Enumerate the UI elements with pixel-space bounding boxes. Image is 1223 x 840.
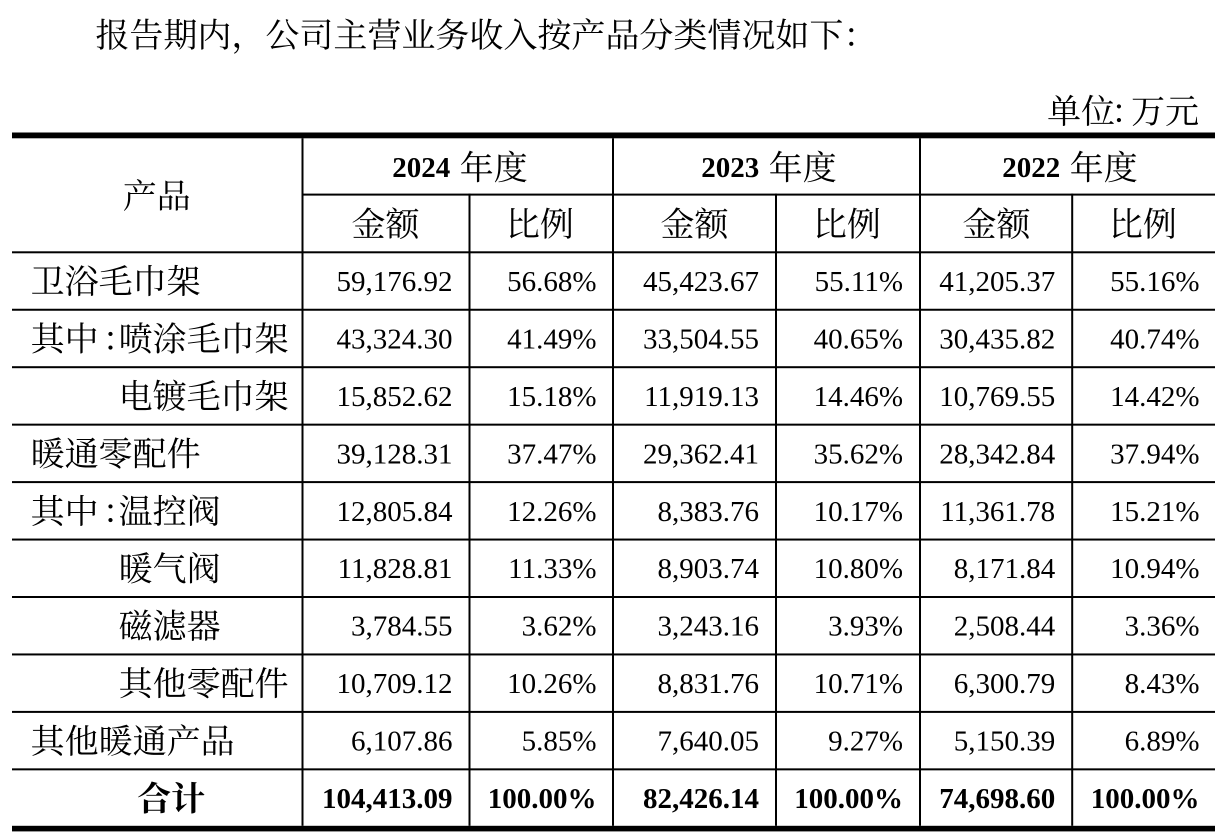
svg-text:10,709.12: 10,709.12 — [337, 668, 453, 700]
svg-text:104,413.09: 104,413.09 — [322, 783, 453, 815]
svg-text:37.47%: 37.47% — [507, 438, 596, 470]
svg-text:40.74%: 40.74% — [1110, 323, 1199, 355]
svg-text:2024: 2024 — [392, 152, 450, 184]
svg-text:28,342.84: 28,342.84 — [939, 438, 1056, 470]
svg-text:3,243.16: 3,243.16 — [658, 611, 760, 643]
svg-text:56.68%: 56.68% — [507, 266, 596, 298]
svg-text:10.80%: 10.80% — [814, 553, 903, 585]
svg-text:100.00%: 100.00% — [794, 783, 903, 815]
svg-text:41.49%: 41.49% — [507, 323, 596, 355]
svg-text:3.36%: 3.36% — [1125, 611, 1200, 643]
svg-text:35.62%: 35.62% — [814, 438, 903, 470]
svg-text:14.46%: 14.46% — [814, 381, 903, 413]
svg-text:33,504.55: 33,504.55 — [643, 323, 759, 355]
svg-text:3.62%: 3.62% — [522, 611, 597, 643]
svg-text:8,383.76: 8,383.76 — [658, 496, 760, 528]
svg-text:45,423.67: 45,423.67 — [643, 266, 759, 298]
svg-text:2023: 2023 — [701, 152, 759, 184]
svg-text:6,300.79: 6,300.79 — [954, 668, 1056, 700]
svg-text:5.85%: 5.85% — [522, 726, 597, 758]
svg-text:10,769.55: 10,769.55 — [939, 381, 1055, 413]
svg-text:3,784.55: 3,784.55 — [351, 611, 453, 643]
svg-text:9.27%: 9.27% — [828, 726, 903, 758]
svg-text:15.18%: 15.18% — [507, 381, 596, 413]
svg-text:55.16%: 55.16% — [1110, 266, 1199, 298]
svg-text:11,361.78: 11,361.78 — [940, 496, 1055, 528]
svg-text:8,831.76: 8,831.76 — [658, 668, 760, 700]
svg-text:10.94%: 10.94% — [1110, 553, 1199, 585]
svg-text:43,324.30: 43,324.30 — [337, 323, 453, 355]
svg-text:30,435.82: 30,435.82 — [939, 323, 1055, 355]
svg-text:100.00%: 100.00% — [488, 783, 597, 815]
svg-text:2,508.44: 2,508.44 — [954, 611, 1056, 643]
svg-text:3.93%: 3.93% — [828, 611, 903, 643]
svg-text:11.33%: 11.33% — [508, 553, 596, 585]
svg-text:10.71%: 10.71% — [814, 668, 903, 700]
svg-text:82,426.14: 82,426.14 — [643, 783, 759, 815]
svg-text:14.42%: 14.42% — [1110, 381, 1199, 413]
svg-text:37.94%: 37.94% — [1110, 438, 1199, 470]
svg-text:10.26%: 10.26% — [507, 668, 596, 700]
svg-text:100.00%: 100.00% — [1091, 783, 1200, 815]
svg-text:5,150.39: 5,150.39 — [954, 726, 1056, 758]
svg-text:12.26%: 12.26% — [507, 496, 596, 528]
svg-text:10.17%: 10.17% — [814, 496, 903, 528]
svg-text:29,362.41: 29,362.41 — [643, 438, 759, 470]
svg-text:8.43%: 8.43% — [1125, 668, 1200, 700]
svg-text:39,128.31: 39,128.31 — [337, 438, 453, 470]
svg-text:6,107.86: 6,107.86 — [351, 726, 453, 758]
svg-text:40.65%: 40.65% — [814, 323, 903, 355]
svg-text:15,852.62: 15,852.62 — [337, 381, 453, 413]
svg-text:41,205.37: 41,205.37 — [939, 266, 1055, 298]
svg-text:15.21%: 15.21% — [1110, 496, 1199, 528]
svg-text:55.11%: 55.11% — [815, 266, 903, 298]
svg-text:59,176.92: 59,176.92 — [337, 266, 453, 298]
svg-text:8,171.84: 8,171.84 — [954, 553, 1056, 585]
svg-text:6.89%: 6.89% — [1125, 726, 1200, 758]
svg-text:12,805.84: 12,805.84 — [337, 496, 454, 528]
svg-text:11,919.13: 11,919.13 — [644, 381, 759, 413]
svg-text:7,640.05: 7,640.05 — [658, 726, 760, 758]
svg-text:74,698.60: 74,698.60 — [939, 783, 1055, 815]
svg-text:11,828.81: 11,828.81 — [338, 553, 453, 585]
svg-text:8,903.74: 8,903.74 — [658, 553, 760, 585]
svg-text:2022: 2022 — [1002, 152, 1060, 184]
